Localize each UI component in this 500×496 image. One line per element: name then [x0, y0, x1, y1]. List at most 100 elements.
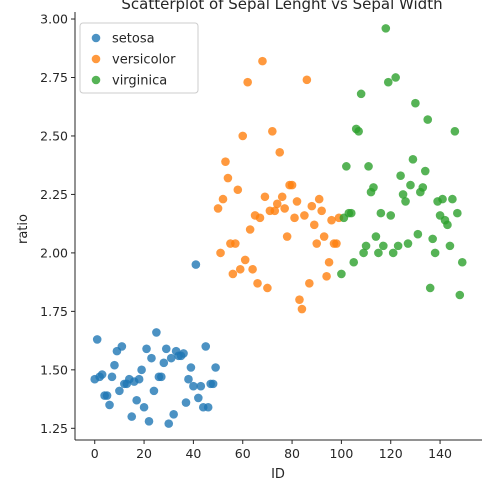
point-versicolor-30: [287, 180, 297, 190]
point-setosa-37: [181, 398, 191, 407]
point-setosa-32: [169, 409, 178, 419]
point-versicolor-3: [221, 157, 230, 166]
point-virginica-10: [361, 241, 371, 251]
point-versicolor-45: [324, 257, 334, 267]
point-virginica-18: [381, 24, 391, 33]
point-setosa-43: [196, 381, 206, 391]
point-virginica-22: [391, 73, 400, 82]
legend-marker-versicolor: [91, 54, 101, 64]
point-setosa-24: [149, 386, 159, 396]
point-setosa-31: [166, 353, 176, 363]
point-virginica-45: [448, 194, 457, 204]
point-setosa-1: [92, 335, 102, 344]
point-setosa-41: [191, 260, 201, 269]
point-setosa-46: [203, 402, 213, 412]
point-setosa-15: [127, 412, 137, 421]
point-setosa-29: [161, 344, 171, 354]
point-virginica-26: [401, 197, 410, 206]
y-axis: 1.25 1.50 1.75 2.00 2.25 2.50 2.75 3.00: [40, 12, 76, 440]
point-versicolor-38: [307, 201, 317, 211]
point-virginica-30: [411, 98, 420, 108]
point-virginica-34: [420, 166, 430, 176]
point-virginica-29: [408, 155, 418, 164]
point-virginica-4: [346, 208, 356, 218]
point-setosa-20: [139, 402, 149, 412]
point-versicolor-26: [277, 192, 287, 202]
point-setosa-45: [201, 342, 211, 351]
point-setosa-18: [134, 374, 144, 384]
point-virginica-20: [386, 211, 396, 220]
point-virginica-2: [342, 162, 351, 171]
point-virginica-17: [379, 241, 388, 251]
point-setosa-8: [110, 360, 119, 370]
point-virginica-19: [383, 77, 393, 87]
x-tick-label: 80: [284, 446, 300, 461]
y-axis-label: ratio: [16, 214, 31, 244]
point-virginica-35: [423, 115, 433, 124]
point-setosa-36: [179, 349, 188, 358]
point-setosa-48: [208, 379, 218, 389]
point-setosa-3: [97, 370, 107, 379]
legend-label-versicolor: versicolor: [112, 53, 176, 68]
point-virginica-27: [403, 239, 413, 248]
point-versicolor-18: [258, 56, 267, 66]
point-virginica-49: [457, 257, 467, 267]
point-versicolor-41: [314, 194, 324, 204]
point-virginica-44: [445, 241, 455, 251]
point-virginica-8: [356, 89, 366, 99]
x-tick-label: 120: [379, 446, 403, 461]
point-virginica-15: [374, 248, 383, 258]
point-virginica-0: [337, 269, 346, 279]
point-setosa-23: [147, 353, 156, 363]
point-virginica-21: [388, 248, 398, 258]
x-tick-label: 20: [136, 446, 152, 461]
point-virginica-16: [376, 208, 386, 218]
legend-label-setosa: setosa: [112, 32, 155, 47]
plot-area: [90, 24, 467, 428]
point-versicolor-17: [255, 213, 265, 223]
point-virginica-11: [364, 162, 373, 171]
point-versicolor-46: [327, 215, 336, 225]
point-versicolor-27: [280, 204, 289, 213]
point-setosa-40: [189, 381, 198, 391]
point-setosa-22: [144, 416, 154, 426]
point-virginica-5: [349, 257, 359, 267]
point-versicolor-33: [295, 295, 304, 304]
point-setosa-21: [142, 344, 151, 354]
point-virginica-36: [425, 283, 435, 293]
point-virginica-7: [354, 126, 363, 136]
point-versicolor-44: [322, 271, 331, 281]
point-setosa-28: [159, 358, 169, 368]
point-virginica-33: [418, 183, 428, 192]
point-versicolor-8: [233, 185, 243, 195]
point-setosa-30: [164, 419, 174, 428]
y-tick-label: 2.25: [40, 187, 68, 202]
point-versicolor-13: [245, 225, 255, 234]
point-virginica-14: [371, 232, 381, 241]
point-virginica-9: [359, 248, 368, 258]
y-tick-label: 2.00: [40, 245, 68, 260]
point-setosa-49: [211, 363, 220, 372]
point-versicolor-25: [275, 148, 285, 157]
point-versicolor-24: [272, 199, 282, 209]
x-tick-label: 40: [185, 446, 201, 461]
point-setosa-6: [105, 400, 114, 410]
chart-title: Scatterplot of Sepal Lenght vs Sepal Wid…: [121, 0, 442, 13]
point-setosa-10: [115, 386, 124, 396]
point-virginica-38: [430, 248, 440, 258]
y-tick-label: 2.50: [40, 128, 68, 143]
point-versicolor-39: [309, 220, 319, 230]
point-versicolor-1: [216, 248, 225, 258]
x-tick-label: 0: [91, 446, 99, 461]
legend: setosa versicolor virginica: [79, 22, 199, 94]
point-versicolor-14: [248, 264, 257, 274]
point-versicolor-31: [290, 213, 299, 223]
point-versicolor-10: [238, 131, 248, 141]
point-setosa-5: [102, 391, 112, 400]
point-setosa-38: [184, 374, 193, 384]
point-versicolor-32: [292, 197, 302, 206]
point-versicolor-6: [228, 269, 238, 279]
point-virginica-31: [413, 229, 423, 239]
point-versicolor-4: [223, 173, 233, 183]
legend-marker-setosa: [91, 33, 101, 43]
